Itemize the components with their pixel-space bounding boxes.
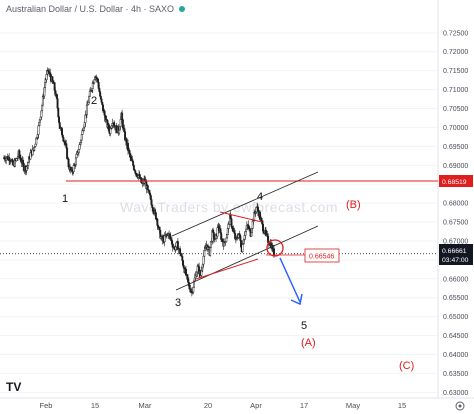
- price-tick-label: 0.72500: [443, 30, 468, 37]
- price-tick-label: 0.68000: [443, 201, 468, 208]
- price-tick-label: 0.67500: [443, 220, 468, 227]
- price-tick-label: 0.63000: [443, 390, 468, 397]
- wave-label-b: (B): [346, 199, 361, 211]
- chart-header: Australian Dollar / U.S. Dollar · 4h · S…: [6, 4, 186, 14]
- tradingview-logo-text: TV: [6, 380, 21, 394]
- wave-label-1: 1: [62, 193, 68, 205]
- time-tick-label: May: [346, 401, 360, 410]
- wave-label-5: 5: [301, 320, 307, 332]
- time-tick-label: 17: [300, 401, 308, 410]
- price-axis: 0.72500 0.72000 0.71500 0.71000 0.70500 0.700…: [443, 30, 468, 397]
- candlestick-series: [3, 67, 275, 297]
- time-tick-label: Mar: [139, 401, 152, 410]
- tradingview-logo: TV: [6, 380, 21, 394]
- wedge-lower-line: [195, 258, 259, 280]
- watermark: WaveTraders by ewforecast.com: [120, 199, 338, 215]
- wave-label-4: 4: [257, 191, 263, 203]
- wave-label-c: (C): [399, 360, 414, 372]
- price-tick-label: 0.69500: [443, 144, 468, 151]
- wedge-upper-line: [219, 211, 263, 223]
- price-box-label: 0.66546: [309, 254, 334, 261]
- level-price-tag-label: 0.68519: [442, 179, 467, 186]
- countdown-label: 03:47:00: [442, 257, 469, 264]
- price-tick-label: 0.70000: [443, 125, 468, 132]
- price-tick-label: 0.71000: [443, 87, 468, 94]
- time-tick-label: 15: [398, 401, 406, 410]
- price-tick-label: 0.71500: [443, 68, 468, 75]
- price-tick-label: 0.64000: [443, 352, 468, 359]
- price-tick-label: 0.66000: [443, 276, 468, 283]
- wave-label-3: 3: [175, 297, 181, 309]
- price-tick-label: 0.63500: [443, 371, 468, 378]
- projection-arrow: [279, 257, 303, 306]
- status-dot-icon: [179, 6, 186, 12]
- channel-upper-line: [171, 171, 319, 237]
- time-tick-label: 15: [91, 401, 99, 410]
- price-tick-label: 0.64500: [443, 333, 468, 340]
- time-tick-label: 20: [204, 401, 212, 410]
- grid: [0, 32, 438, 393]
- price-tick-label: 0.72000: [443, 49, 468, 56]
- time-axis: Feb 15 Mar 20 Apr 17 May 15: [40, 401, 407, 410]
- wave-label-2: 2: [91, 95, 97, 107]
- time-tick-label: Apr: [250, 401, 262, 410]
- price-tick-label: 0.70500: [443, 106, 468, 113]
- price-tick-label: 0.65000: [443, 314, 468, 321]
- time-tick-label: Feb: [40, 401, 53, 410]
- price-box: [304, 248, 340, 263]
- price-tick-label: 0.67000: [443, 238, 468, 245]
- gear-icon[interactable]: [455, 401, 465, 411]
- candle: [241, 240, 244, 254]
- wave-label-a: (A): [301, 337, 316, 349]
- current-price-tag: 0.66661 03:47:00: [439, 244, 473, 265]
- price-tick-label: 0.65500: [443, 295, 468, 302]
- level-price-tag: 0.68519: [439, 175, 473, 187]
- current-price-label: 0.66661: [442, 248, 467, 255]
- price-tick-label: 0.69000: [443, 163, 468, 170]
- channel-lower-line: [175, 225, 319, 291]
- candle: [127, 139, 129, 155]
- target-circle: [266, 239, 284, 257]
- symbol-title: Australian Dollar / U.S. Dollar · 4h · S…: [6, 4, 175, 14]
